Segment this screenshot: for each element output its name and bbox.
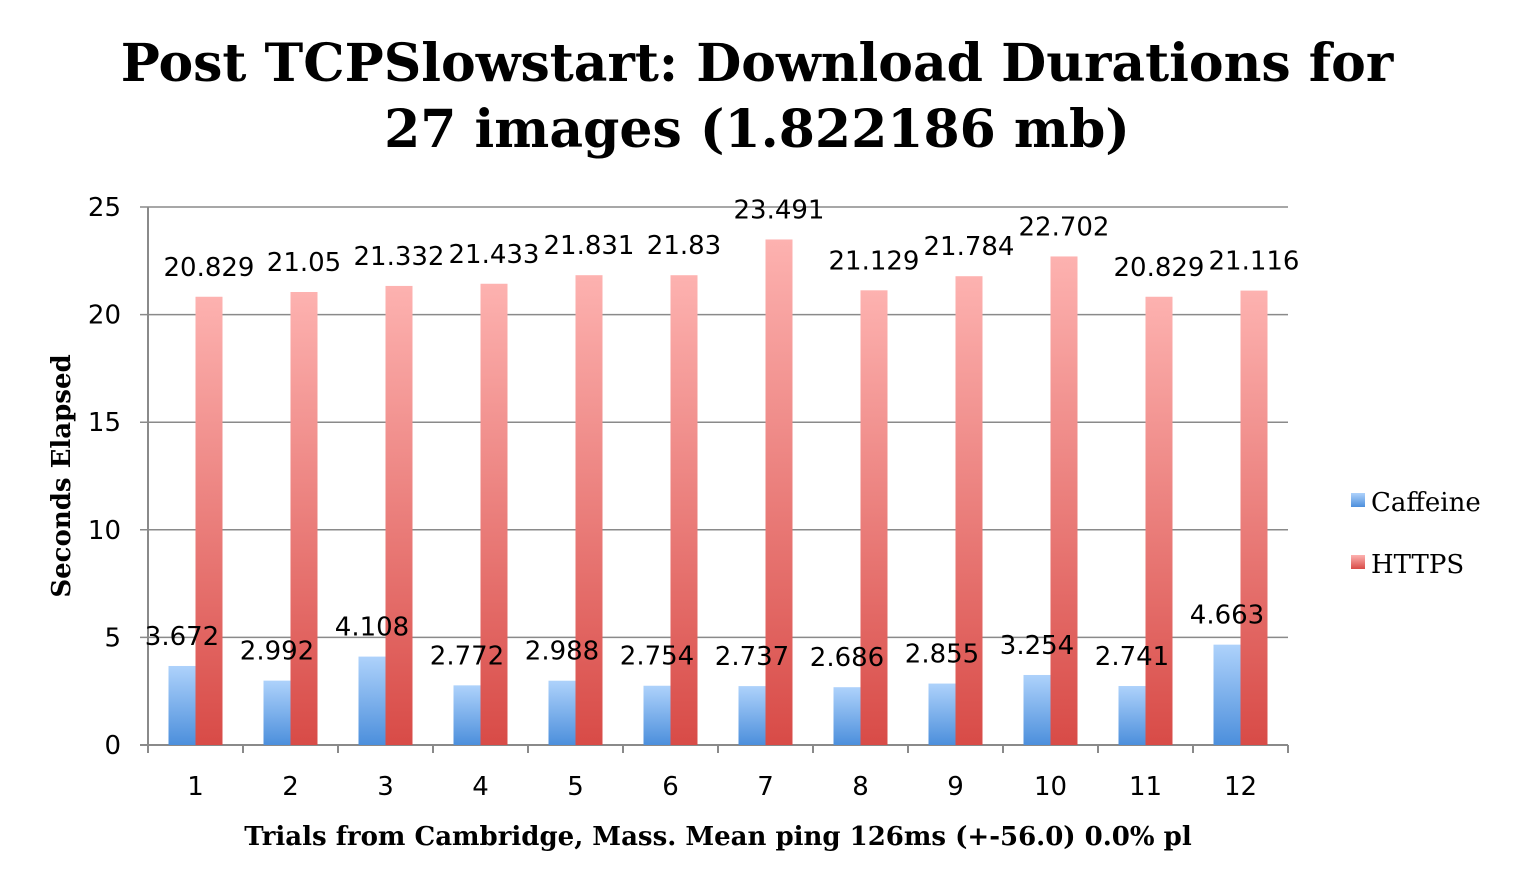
data-label-caffeine: 2.855 — [905, 640, 979, 670]
bar-https — [955, 276, 983, 745]
data-label-caffeine: 2.992 — [240, 637, 314, 667]
bar-caffeine — [928, 683, 956, 745]
bar-caffeine — [1023, 674, 1051, 745]
bar-caffeine — [833, 687, 861, 745]
bar-https — [385, 285, 413, 745]
bar-caffeine — [168, 665, 196, 745]
x-tick-label: 1 — [187, 772, 204, 802]
legend-label-https: HTTPS — [1371, 550, 1464, 580]
data-label-https: 21.83 — [647, 231, 721, 261]
bar-caffeine — [453, 685, 481, 745]
bar-https — [670, 275, 698, 745]
data-label-caffeine: 4.663 — [1190, 601, 1264, 631]
x-tick-label: 9 — [947, 772, 964, 802]
data-label-caffeine: 3.254 — [1000, 631, 1074, 661]
data-label-https: 21.332 — [354, 242, 445, 272]
legend-swatch-caffeine — [1351, 493, 1365, 507]
legend: Caffeine HTTPS — [1351, 488, 1481, 580]
y-tick-label: 25 — [88, 193, 121, 223]
y-tick-label: 10 — [88, 516, 121, 546]
bar-https — [765, 239, 793, 745]
bar-https — [290, 292, 318, 745]
x-tick-label: 3 — [377, 772, 394, 802]
x-tick-label: 6 — [662, 772, 679, 802]
chart-title-line-1: Post TCPSlowstart: Download Durations fo… — [121, 33, 1394, 94]
x-tick-label: 4 — [472, 772, 489, 802]
x-tick-label: 8 — [852, 772, 869, 802]
legend-swatch-https — [1351, 555, 1365, 569]
x-tick-label: 12 — [1224, 772, 1257, 802]
data-label-https: 23.491 — [734, 195, 825, 225]
y-axis-ticks: 0 5 10 15 20 25 — [88, 193, 121, 761]
data-label-https: 21.116 — [1209, 247, 1300, 277]
data-label-https: 21.831 — [544, 231, 635, 261]
x-axis-title: Trials from Cambridge, Mass. Mean ping 1… — [244, 822, 1192, 852]
x-tick-label: 11 — [1129, 772, 1162, 802]
bar-https — [575, 275, 603, 745]
data-label-https: 22.702 — [1019, 212, 1110, 242]
legend-label-caffeine: Caffeine — [1371, 488, 1481, 518]
y-tick-label: 20 — [88, 301, 121, 331]
data-label-caffeine: 2.741 — [1095, 642, 1169, 672]
data-label-https: 21.784 — [924, 232, 1015, 262]
data-label-https: 21.05 — [267, 248, 341, 278]
data-label-https: 20.829 — [1114, 253, 1205, 283]
data-label-caffeine: 3.672 — [145, 622, 219, 652]
gridlines — [140, 206, 1289, 753]
y-tick-label: 5 — [104, 623, 121, 653]
data-label-https: 21.129 — [829, 246, 920, 276]
data-label-caffeine: 2.686 — [810, 643, 884, 673]
bar-caffeine — [1213, 644, 1241, 745]
x-tick-label: 5 — [567, 772, 584, 802]
chart-title-line-2: 27 images (1.822186 mb) — [384, 99, 1130, 160]
x-tick-label: 2 — [282, 772, 299, 802]
bar-https — [860, 290, 888, 745]
data-label-caffeine: 2.754 — [620, 642, 694, 672]
bar-caffeine — [643, 685, 671, 745]
data-label-caffeine: 4.108 — [335, 613, 409, 643]
bar-caffeine — [738, 686, 766, 745]
x-tick-label: 7 — [757, 772, 774, 802]
bars — [168, 239, 1268, 745]
bar-caffeine — [263, 680, 291, 745]
data-label-caffeine: 2.988 — [525, 637, 599, 667]
x-tick-label: 10 — [1034, 772, 1067, 802]
y-tick-label: 15 — [88, 408, 121, 438]
bar-caffeine — [358, 656, 386, 745]
bar-https — [195, 296, 223, 745]
y-axis-title: Seconds Elapsed — [47, 354, 77, 597]
bar-https — [1145, 296, 1173, 745]
bar-caffeine — [548, 680, 576, 745]
data-label-https: 21.433 — [449, 240, 540, 270]
bar-https — [1240, 290, 1268, 745]
data-label-caffeine: 2.772 — [430, 641, 504, 671]
x-axis-ticks: 1 2 3 4 5 6 7 8 9 10 11 12 — [187, 772, 1257, 802]
data-labels: 3.672 20.829 2.992 21.05 4.108 21.332 2.772 21.… — [145, 195, 1300, 673]
data-label-https: 20.829 — [164, 253, 255, 283]
data-label-caffeine: 2.737 — [715, 642, 789, 672]
bar-https — [1050, 256, 1078, 745]
bar-https — [480, 283, 508, 745]
bar-caffeine — [1118, 686, 1146, 745]
y-tick-label: 0 — [104, 731, 121, 761]
